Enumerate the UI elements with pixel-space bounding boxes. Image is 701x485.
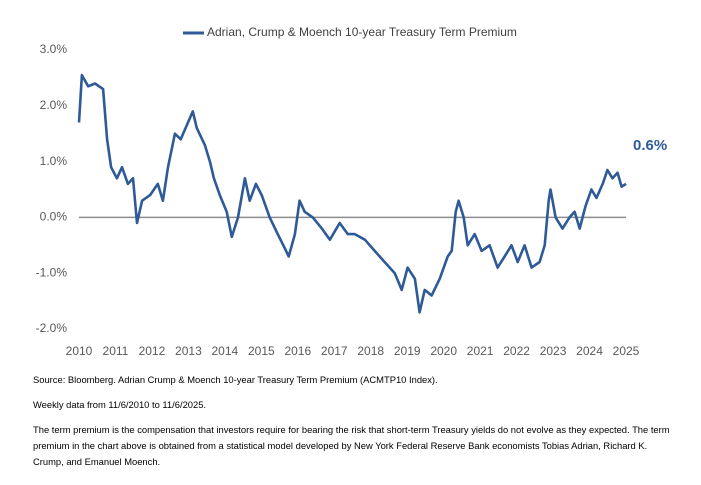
x-tick-label: 2024 (576, 344, 603, 358)
y-tick-label: -1.0% (36, 265, 68, 279)
y-tick-label: 2.0% (40, 98, 68, 112)
y-tick-label: 1.0% (40, 154, 68, 168)
x-tick-label: 2012 (139, 344, 166, 358)
y-tick-label: 0.0% (40, 210, 68, 224)
note: Source: Bloomberg. Adrian Crump & Moench… (33, 374, 438, 385)
x-tick-label: 2018 (357, 344, 384, 358)
legend-label: Adrian, Crump & Moench 10-year Treasury … (207, 25, 517, 39)
end-label: 0.6% (633, 137, 667, 154)
note: Weekly data from 11/6/2010 to 11/6/2025. (33, 399, 207, 410)
x-tick-label: 2020 (430, 344, 457, 358)
x-tick-label: 2015 (248, 344, 275, 358)
note: The term premium is the compensation tha… (33, 424, 670, 467)
x-tick-label: 2011 (103, 344, 129, 358)
x-tick-label: 2016 (284, 344, 311, 358)
x-tick-label: 2023 (540, 344, 567, 358)
x-tick-label: 2017 (321, 344, 348, 358)
x-tick-label: 2025 (613, 344, 640, 358)
y-tick-label: -2.0% (36, 321, 68, 335)
chart: Adrian, Crump & Moench 10-year Treasury … (36, 25, 668, 358)
y-tick-label: 3.0% (40, 42, 68, 56)
x-tick-label: 2013 (175, 344, 202, 358)
x-tick-label: 2021 (467, 344, 494, 358)
x-tick-label: 2014 (212, 344, 239, 358)
x-tick-label: 2022 (503, 344, 530, 358)
x-tick-label: 2010 (66, 344, 93, 358)
x-tick-label: 2019 (394, 344, 421, 358)
line-series (77, 73, 627, 314)
